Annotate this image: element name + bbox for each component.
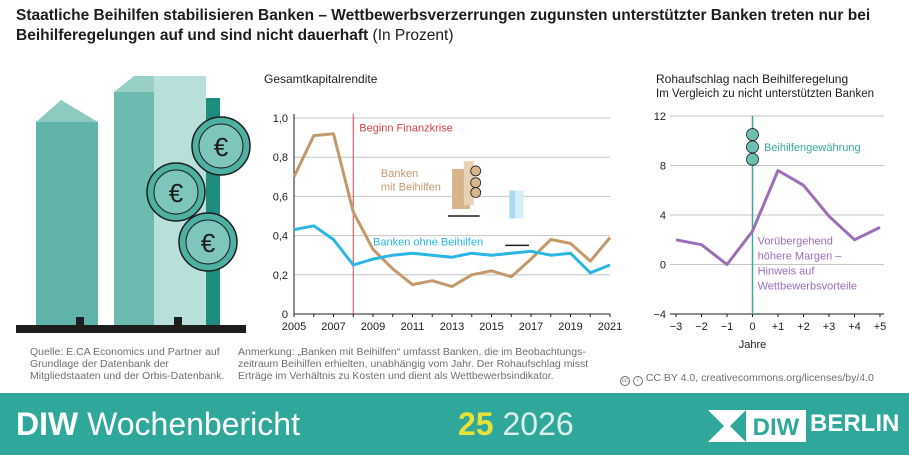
margin-annotation: Vorübergehend xyxy=(758,236,833,248)
diw-logo-icon: DIW xyxy=(708,410,806,442)
x-tick-label: 2005 xyxy=(282,321,306,333)
remark-line: Erträge im Verhältnis zu Kosten und dien… xyxy=(238,370,554,382)
x-tick-label: −3 xyxy=(670,321,683,333)
svg-text:€: € xyxy=(214,132,229,162)
bank-icon-coin xyxy=(470,165,482,177)
remark-line: Anmerkung: „Banken mit Beihilfen“ umfass… xyxy=(238,346,586,358)
page-title: Staatliche Beihilfen stabilisieren Banke… xyxy=(16,6,896,46)
series-label-mit-beihilfen: mit Beihilfen xyxy=(381,182,441,194)
y-tick-label: 4 xyxy=(660,210,666,222)
y-tick-label: −4 xyxy=(653,309,666,321)
y-tick-label: 0,8 xyxy=(273,152,288,164)
x-tick-label: +2 xyxy=(797,321,810,333)
coin-icon xyxy=(746,152,759,166)
series-line-ohne-beihilfen xyxy=(293,224,611,275)
bank-icon-top xyxy=(515,190,524,219)
x-tick-label: 2009 xyxy=(361,321,385,333)
by-icon: i xyxy=(632,376,643,386)
y-tick-label: 12 xyxy=(654,111,666,123)
tower-left-roof xyxy=(36,100,98,122)
issue-label: 25 2026 xyxy=(458,405,574,443)
license-note: cc i CC BY 4.0, creativecommons.org/lice… xyxy=(620,372,874,386)
y-tick-label: 0 xyxy=(282,309,288,321)
license-text: CC BY 4.0, creativecommons.org/licenses/… xyxy=(645,372,874,384)
source-line: Mitgliedstaaten und der Orbis-Datenbank. xyxy=(30,370,225,382)
x-tick-label: +4 xyxy=(848,321,861,333)
ground-line xyxy=(16,325,246,333)
tower-left xyxy=(36,122,98,327)
y-tick-label: 0 xyxy=(660,260,666,272)
y-tick-label: 0,2 xyxy=(273,270,288,282)
series-line-rohaufschlag xyxy=(675,169,881,266)
svg-text:€: € xyxy=(201,228,216,258)
x-tick-label: 2017 xyxy=(519,321,543,333)
x-tick-label: 2019 xyxy=(558,321,582,333)
chart-rohaufschlag: −4 0 4 8 12 −3 −2 −1 0 +1 +2 +3 +4 +5 Jahre Beihilfenge… xyxy=(653,111,887,351)
margin-annotation: höhere Margen – xyxy=(758,251,843,263)
source-note: Quelle: E.CA Economics und Partner auf G… xyxy=(30,346,224,382)
y-tick-label: 1,0 xyxy=(273,113,288,125)
bank-icon-blue xyxy=(505,190,530,247)
x-tick-label: 2015 xyxy=(479,321,503,333)
coin-icon xyxy=(746,128,759,141)
coin-icon xyxy=(746,140,759,154)
series-label-mit-beihilfen: Banken xyxy=(381,168,418,180)
y-tick-label: 0,6 xyxy=(273,191,288,203)
bank-icon-top xyxy=(463,161,474,206)
y-tick-label: 0,4 xyxy=(273,231,288,243)
euro-coin-icon: € xyxy=(178,212,238,272)
x-tick-label: 2011 xyxy=(401,321,425,333)
chart-gesamtkapitalrendite: 0 0,2 0,4 0,6 0,8 1,0 2005 2007 2009 2011 2013 2015… xyxy=(273,113,623,333)
x-tick-label: +5 xyxy=(874,321,887,333)
y-tick-label: 8 xyxy=(660,161,666,173)
series-label-ohne-beihilfen: Banken ohne Beihilfen xyxy=(373,236,483,248)
chart2-subtitle: Im Vergleich zu nicht unterstützten Bank… xyxy=(656,88,874,100)
x-tick-label: −2 xyxy=(695,321,708,333)
chart1-title: Gesamtkapitalrendite xyxy=(264,72,378,86)
chart2-title: Rohaufschlag nach Beihilferegelung xyxy=(656,72,849,86)
issue-year: 2026 xyxy=(502,406,574,442)
x-tick-label: +1 xyxy=(772,321,785,333)
x-tick-label: −1 xyxy=(721,321,734,333)
logo-berlin: BERLIN xyxy=(810,410,900,437)
title-unit: (In Prozent) xyxy=(372,27,454,44)
x-tick-label: 2013 xyxy=(440,321,464,333)
bank-towers-illustration: € € € xyxy=(16,76,251,333)
svg-text:€: € xyxy=(169,178,184,208)
bank-icon-brown xyxy=(448,161,482,217)
remark-note: Anmerkung: „Banken mit Beihilfen“ umfass… xyxy=(238,346,588,382)
brand-diw: DIW xyxy=(16,406,79,442)
x-tick-label: +3 xyxy=(823,321,836,333)
door-left xyxy=(76,317,84,327)
euro-coin-icon: € xyxy=(191,116,251,176)
series-line-mit-beihilfen xyxy=(292,132,612,289)
brand-wordmark: DIW Wochenbericht xyxy=(16,405,300,443)
bank-icon-coin xyxy=(470,177,482,189)
x-tick-label: 0 xyxy=(749,321,755,333)
x-axis-label: Jahre xyxy=(739,339,767,351)
source-line: Grundlage der Datenbank der xyxy=(30,358,169,370)
crisis-label: Beginn Finanzkrise xyxy=(359,123,453,135)
door-right xyxy=(174,317,182,327)
euro-coin-icon: € xyxy=(146,162,206,222)
source-line: Quelle: E.CA Economics und Partner auf xyxy=(30,346,220,358)
brand-wochenbericht: Wochenbericht xyxy=(87,406,300,442)
margin-annotation: Hinweis auf xyxy=(758,266,816,278)
title-bold: Staatliche Beihilfen stabilisieren Banke… xyxy=(16,7,871,44)
bank-icon-coin xyxy=(470,187,482,198)
cc-icon: cc xyxy=(620,376,630,386)
remark-line: zeitraum Beihilfen erhielten, unabhängig… xyxy=(238,358,589,370)
beihilfe-label: Beihilfengewährung xyxy=(764,142,861,154)
issue-number: 25 xyxy=(458,406,494,442)
x-tick-label: 2021 xyxy=(598,321,622,333)
margin-annotation: Wettbewerbsvorteile xyxy=(758,281,857,293)
x-tick-label: 2007 xyxy=(321,321,345,333)
svg-text:DIW: DIW xyxy=(753,414,800,441)
